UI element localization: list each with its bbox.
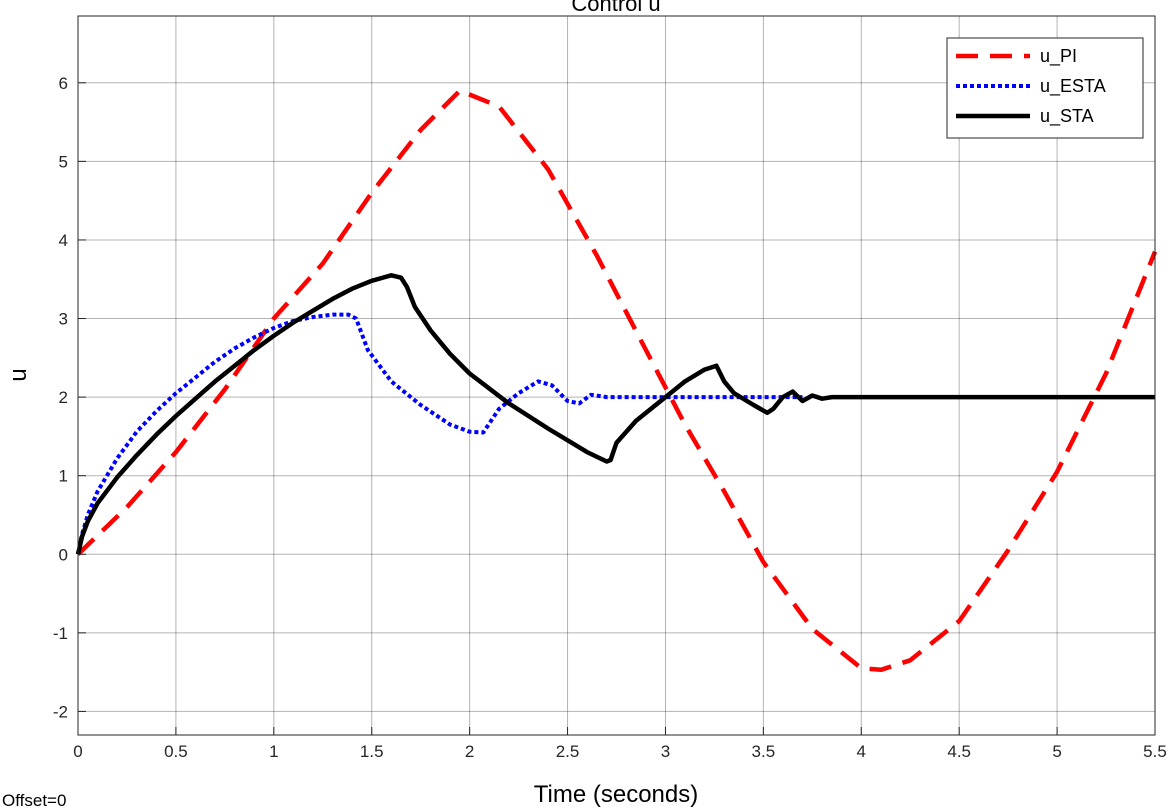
ticks: 0 0.5 1 1.5 2 2.5 3 3.5 4 4.5 5 5.5 -2 -1 0 1 2 3 4 5 6 xyxy=(53,74,1167,761)
x-tick-label: 3.5 xyxy=(752,742,776,761)
offset-label: Offset=0 xyxy=(2,791,66,810)
chart-title: Control u xyxy=(571,0,660,16)
y-tick-label: 1 xyxy=(59,467,68,486)
x-tick-label: 4 xyxy=(857,742,866,761)
grid xyxy=(77,16,1156,735)
legend-label-u-esta: u_ESTA xyxy=(1040,76,1106,97)
legend-label-u-pi: u_PI xyxy=(1040,46,1077,67)
x-tick-label: 2 xyxy=(465,742,474,761)
y-tick-label: 5 xyxy=(59,152,68,171)
x-tick-label: 0.5 xyxy=(164,742,188,761)
legend: u_PI u_ESTA u_STA xyxy=(946,37,1144,139)
x-tick-label: 5 xyxy=(1052,742,1061,761)
series-group xyxy=(75,88,1158,673)
y-tick-label: 6 xyxy=(59,74,68,93)
x-tick-label: 1.5 xyxy=(360,742,384,761)
x-tick-label: 1 xyxy=(269,742,278,761)
y-tick-label: 4 xyxy=(59,231,68,250)
plot-frame xyxy=(77,15,1156,736)
x-tick-label: 3 xyxy=(661,742,670,761)
y-tick-label: 2 xyxy=(59,388,68,407)
series-line-u-sta xyxy=(75,273,1155,555)
series-line-u-esta xyxy=(76,312,803,555)
series-line-u-pi xyxy=(76,88,1158,673)
x-tick-label: 2.5 xyxy=(556,742,580,761)
y-tick-label: 3 xyxy=(59,310,68,329)
y-axis-label: u xyxy=(5,368,32,381)
y-tick-label: -2 xyxy=(53,702,68,721)
y-tick-label: -1 xyxy=(53,624,68,643)
x-tick-label: 4.5 xyxy=(947,742,971,761)
x-tick-label: 0 xyxy=(73,742,82,761)
x-tick-label: 5.5 xyxy=(1143,742,1167,761)
y-tick-label: 0 xyxy=(59,545,68,564)
x-axis-label: Time (seconds) xyxy=(534,781,698,808)
legend-label-u-sta: u_STA xyxy=(1040,106,1094,127)
